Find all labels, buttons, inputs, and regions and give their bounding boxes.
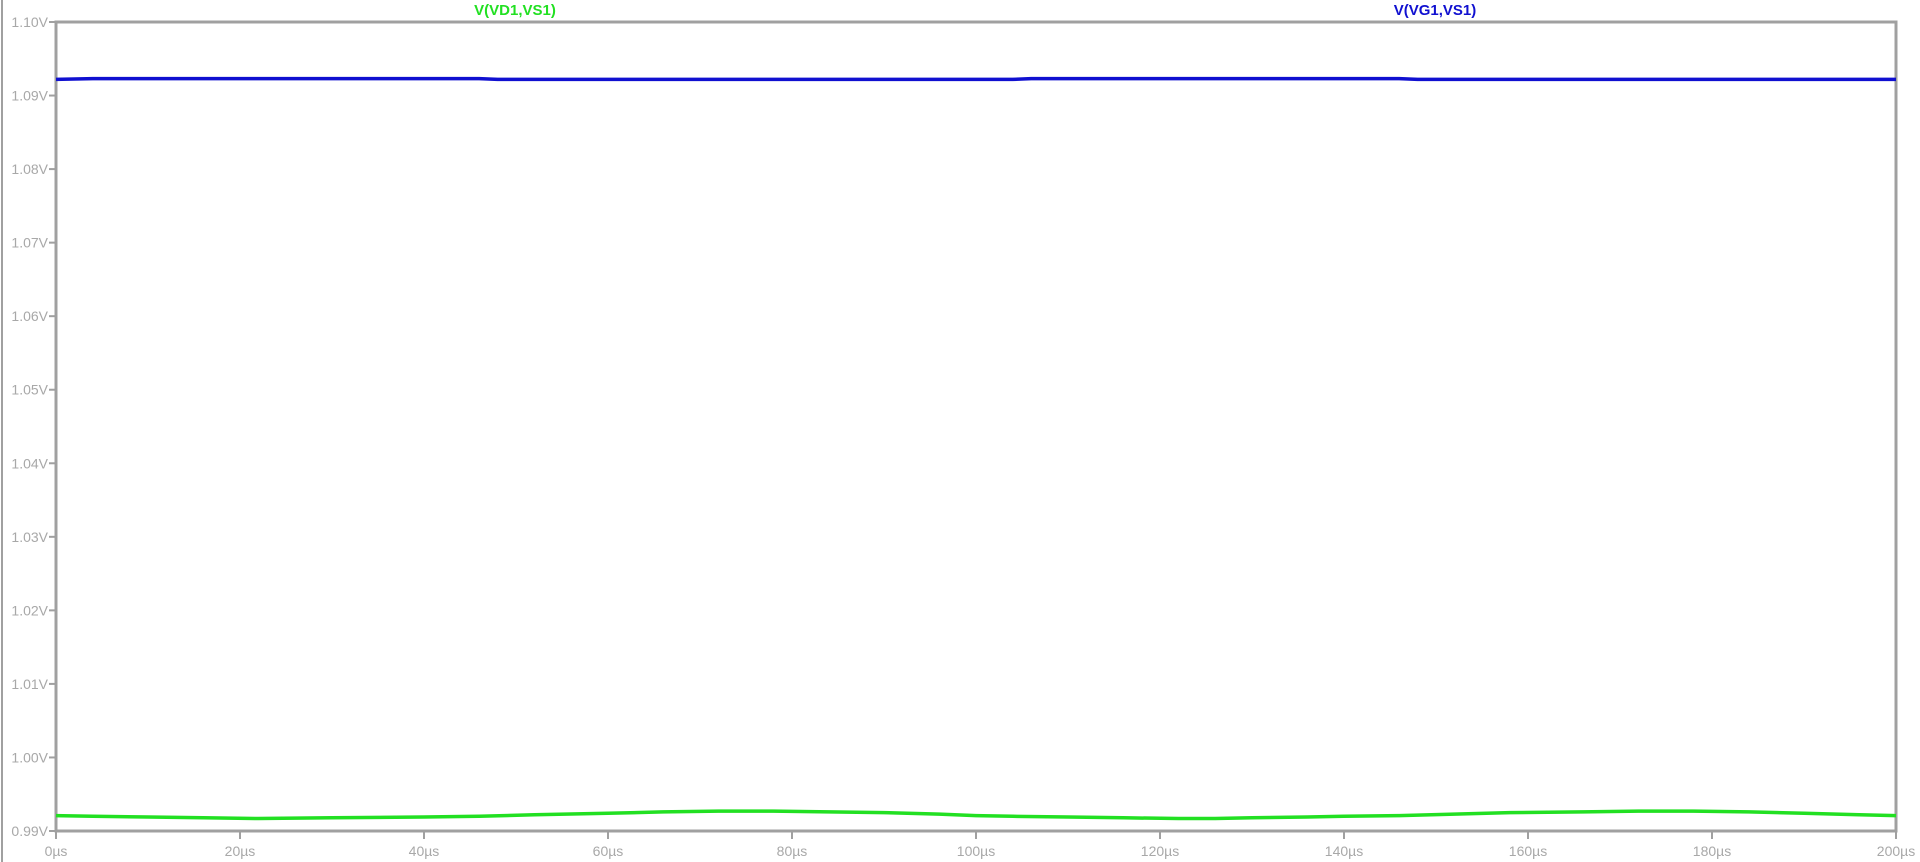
series-line-1 [55,76,1896,82]
y-tick-label: 1.08V [11,161,48,177]
y-tick-label: 0.99V [11,823,48,839]
y-tick-label: 1.09V [11,88,48,104]
x-tick-label: 120µs [1141,843,1179,859]
x-tick-label: 180µs [1693,843,1731,859]
x-tick-label: 80µs [777,843,808,859]
y-tick-label: 1.06V [11,308,48,324]
y-tick-label: 1.04V [11,455,48,471]
y-axis: 0.99V 1.00V 1.01V 1.02V 1.03V 1.04V 1.05V 1.06V… [1,0,56,862]
y-tick-label: 1.02V [11,602,48,618]
x-tick-label: 140µs [1325,843,1363,859]
x-tick-label: 60µs [593,843,624,859]
plot-area-frame [54,20,1898,833]
x-tick-label: 160µs [1509,843,1547,859]
series-lines [55,76,1897,821]
x-axis: 0µs 20µs 40µs 60µs 80µs 100µs 120µs 140µs 160µs 1… [45,831,1915,859]
legend[interactable]: V(VD1,VS1) V(VG1,VS1) [474,2,1476,19]
x-tick-label: 40µs [409,843,440,859]
y-tick-label: 1.00V [11,749,48,765]
y-tick-label: 1.10V [11,14,48,30]
x-tick-label: 20µs [225,843,256,859]
x-tick-label: 0µs [45,843,68,859]
y-tick-label: 1.01V [11,676,48,692]
legend-trace-label[interactable]: V(VG1,VS1) [1394,2,1477,19]
y-tick-label: 1.07V [11,235,48,251]
y-tick-label: 1.05V [11,382,48,398]
x-tick-label: 100µs [957,843,995,859]
y-tick-label: 1.03V [11,529,48,545]
series-line-0 [55,809,1897,821]
x-tick-label: 200µs [1877,843,1915,859]
legend-trace-label[interactable]: V(VD1,VS1) [474,2,556,19]
